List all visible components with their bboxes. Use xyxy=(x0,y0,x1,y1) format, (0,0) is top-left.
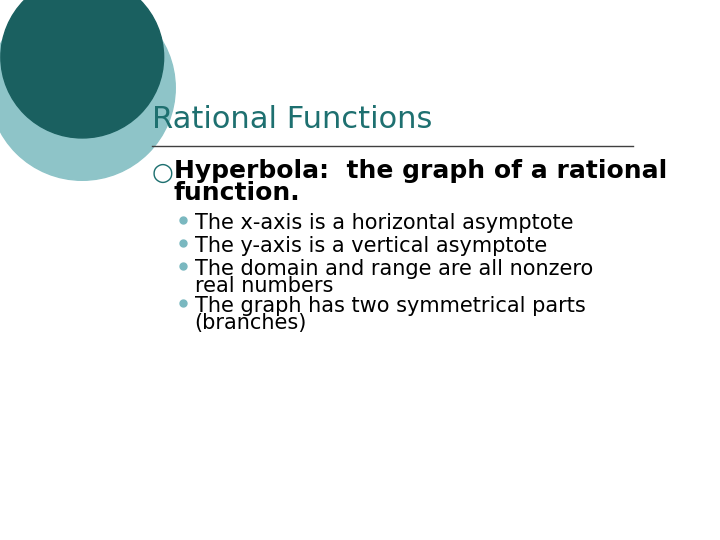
Text: real numbers: real numbers xyxy=(194,276,333,296)
Circle shape xyxy=(1,0,163,138)
Text: function.: function. xyxy=(174,181,300,205)
Text: The graph has two symmetrical parts: The graph has two symmetrical parts xyxy=(194,296,585,316)
Text: ○: ○ xyxy=(152,161,174,185)
Text: The x-axis is a horizontal asymptote: The x-axis is a horizontal asymptote xyxy=(194,213,573,233)
Text: Hyperbola:  the graph of a rational: Hyperbola: the graph of a rational xyxy=(174,159,667,183)
Text: The domain and range are all nonzero: The domain and range are all nonzero xyxy=(194,259,593,279)
Circle shape xyxy=(0,0,175,180)
Text: Rational Functions: Rational Functions xyxy=(152,105,433,134)
Text: (branches): (branches) xyxy=(194,313,307,333)
Text: The y-axis is a vertical asymptote: The y-axis is a vertical asymptote xyxy=(194,236,547,256)
